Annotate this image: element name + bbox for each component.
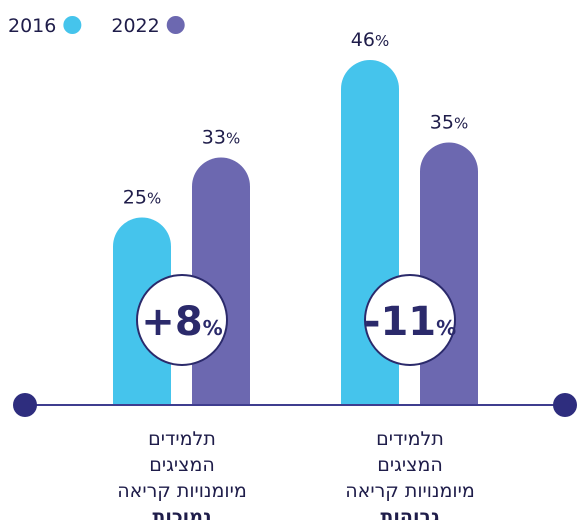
value-label: 35% <box>430 112 468 134</box>
category-label: המציגים <box>377 454 443 476</box>
category-label: מיומנויות קריאה <box>345 480 475 502</box>
category-label: המציגים <box>149 454 215 476</box>
value-label: 46% <box>351 29 389 51</box>
annotation: +8% <box>141 299 222 345</box>
bar <box>420 142 478 405</box>
annotation: -11% <box>364 299 456 345</box>
category-label: נמוכות <box>152 506 211 520</box>
value-label: 33% <box>202 127 240 149</box>
legend-swatch <box>63 16 82 34</box>
annotation-badge <box>136 274 228 366</box>
legend-swatch <box>166 16 185 34</box>
category-label: גבוהות <box>380 506 439 520</box>
category-label: מיומנויות קריאה <box>117 480 247 502</box>
annotation-badge <box>364 274 456 366</box>
category-label: תלמידים <box>148 428 216 450</box>
axis-end <box>13 393 37 417</box>
legend-label: 2016 <box>8 15 56 37</box>
legend-label: 2022 <box>111 15 159 37</box>
axis-end <box>553 393 577 417</box>
category-label: תלמידים <box>376 428 444 450</box>
value-label: 25% <box>123 187 161 209</box>
